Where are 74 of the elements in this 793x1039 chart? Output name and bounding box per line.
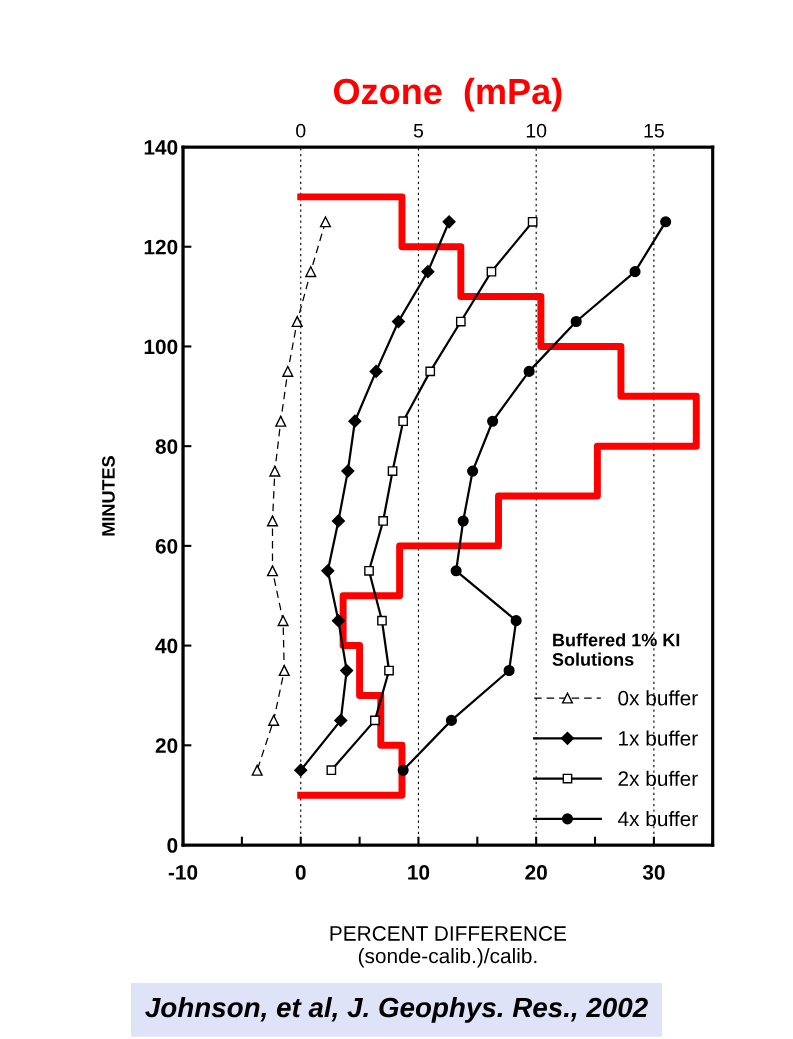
y-tick-label: 0 [167,838,178,853]
point [421,265,435,279]
point [445,714,457,726]
point [510,615,522,627]
point [425,366,436,377]
point [266,515,279,527]
x-tick-label: 10 [408,865,430,880]
point [294,763,308,777]
point [570,315,582,328]
point [278,664,290,677]
point [334,713,348,727]
x2-tick-label: 10 [526,123,547,138]
point [398,416,409,427]
point [384,665,394,676]
y-tick-label: 20 [155,738,178,754]
point [251,764,263,776]
point [467,465,479,477]
y-tick-label: 40 [155,638,178,654]
point [331,514,345,528]
point [387,466,398,476]
point [319,216,332,228]
y-tick-label: 100 [144,339,178,355]
x2-tick-label: 5 [413,124,424,138]
y-tick-label: 60 [155,538,178,554]
point [326,765,337,776]
legend-title: Buffered 1% KI Solutions [552,633,680,666]
point [348,414,362,428]
y-tick-label: 140 [144,140,178,155]
x-tick-label: 30 [642,865,665,880]
point [442,215,456,229]
point [305,266,317,278]
point [486,266,497,277]
point [455,316,466,327]
point [370,715,380,726]
legend-label: 0x buffer [618,690,698,706]
point [487,415,499,427]
point [277,615,289,627]
x-tick-label: 0 [295,865,306,880]
point [660,216,672,228]
x2-tick-label: 0 [296,123,306,138]
point [391,314,406,329]
point [527,216,538,227]
point [268,714,280,726]
point [275,415,287,427]
point [341,464,355,478]
y-tick-label: 80 [155,439,178,454]
y-axis-title: MINUTES [102,456,115,536]
text: Johnson, et al, J. Geophys. Res., 2002 [145,996,648,1023]
point [364,565,374,576]
point [282,365,294,377]
point [266,565,279,577]
point [397,764,409,776]
point [450,565,462,577]
legend-label: 4x buffer [617,811,698,827]
point [378,516,389,526]
point [369,364,383,378]
point [291,315,303,328]
point [331,614,345,628]
x2-tick-label: 15 [644,124,664,138]
x2-axis-title: Ozone (mPa) [334,77,562,112]
point [377,615,387,626]
point [503,664,515,677]
y-tick-label: 120 [144,239,178,255]
x-tick-label: -10 [168,865,198,880]
point [457,515,469,527]
x-tick-label: 20 [525,865,547,880]
point [321,564,335,578]
x-axis-title: PERCENT DIFFERENCE (sonde-calib.)/calib. [330,926,567,968]
point [340,663,354,678]
point [629,266,641,278]
legend-label: 2x buffer [618,770,698,787]
legend-label: 1x buffer [619,730,698,746]
point [269,465,281,477]
point [523,365,535,377]
